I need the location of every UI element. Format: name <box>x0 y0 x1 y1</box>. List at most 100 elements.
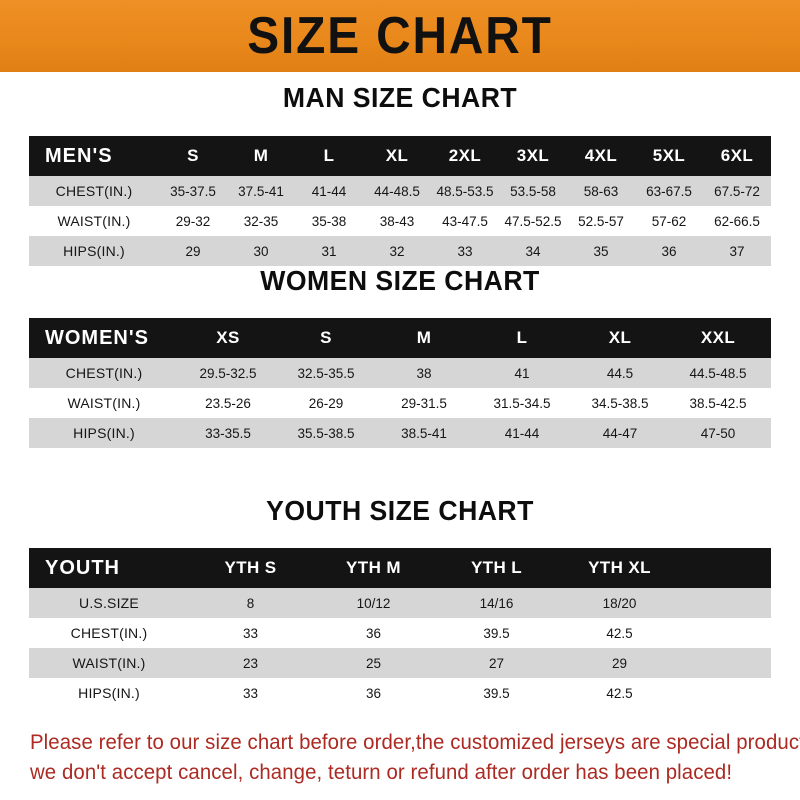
youth-cell-value: 33 <box>242 625 259 641</box>
youth-cell-value: 36 <box>365 685 382 701</box>
man-cell-value: 36 <box>661 243 677 259</box>
women-column-header-l: L <box>516 328 528 347</box>
women-table-row: HIPS(IN.) 33-35.5 35.5-38.5 38.5-41 41-44 44-… <box>29 418 771 448</box>
women-cell-value: 38.5-41 <box>401 425 447 441</box>
youth-cell-spacer <box>681 588 771 618</box>
youth-cell-spacer <box>681 678 771 708</box>
youth-cell-value: 14/16 <box>479 595 514 611</box>
man-column-header-4xl: 4XL <box>584 146 618 165</box>
man-cell-value: 35 <box>593 243 609 259</box>
man-cell-value: 38-43 <box>379 213 415 229</box>
man-table-body: CHEST(IN.) 35-37.5 37.5-41 41-44 44-48.5 48.5… <box>29 176 771 266</box>
man-cell-value: 34 <box>525 243 541 259</box>
youth-table-row: HIPS(IN.) 33 36 39.5 42.5 <box>29 678 771 708</box>
youth-table-corner-label: YOUTH <box>45 556 120 579</box>
youth-cell-value: 36 <box>365 625 382 641</box>
man-cell-value: 33 <box>457 243 473 259</box>
youth-header-row: YOUTH YTH S YTH M YTH L YTH XL <box>29 548 771 588</box>
youth-column-header-yth-xl: YTH XL <box>588 558 651 577</box>
women-table-head: WOMEN'S XS S M L XL XXL <box>29 318 771 358</box>
women-cell-spacer <box>767 388 771 418</box>
youth-cell-value: 39.5 <box>483 625 510 641</box>
youth-size-table: YOUTH YTH S YTH M YTH L YTH XL U.S.SIZE 8 10/1… <box>29 548 771 708</box>
women-cell-value: 44.5-48.5 <box>689 365 747 381</box>
man-table-row: CHEST(IN.) 35-37.5 37.5-41 41-44 44-48.5 48.5… <box>29 176 771 206</box>
youth-column-header-yth-m: YTH M <box>346 558 401 577</box>
man-table-row: HIPS(IN.) 29 30 31 32 33 34 35 36 37 <box>29 236 771 266</box>
women-column-header-xl: XL <box>608 328 632 347</box>
youth-table-body: U.S.SIZE 8 10/12 14/16 18/20 CHEST(IN.) 33 36 39… <box>29 588 771 708</box>
youth-section-title: YOUTH SIZE CHART <box>266 495 534 526</box>
man-column-header-6xl: 6XL <box>720 146 754 165</box>
youth-cell-value: 42.5 <box>606 685 633 701</box>
youth-cell-value: 8 <box>246 595 255 611</box>
man-column-header-5xl: 5XL <box>652 146 686 165</box>
women-cell-spacer <box>767 358 771 388</box>
women-cell-value: 34.5-38.5 <box>591 395 649 411</box>
women-cell-value: 23.5-26 <box>205 395 251 411</box>
women-header-row: WOMEN'S XS S M L XL XXL <box>29 318 771 358</box>
man-cell-value: 43-47.5 <box>442 213 488 229</box>
man-cell-value: 35-38 <box>311 213 347 229</box>
youth-cell-value: 27 <box>488 655 505 671</box>
man-cell-value: 32 <box>389 243 405 259</box>
youth-size-table-wrap: YOUTH YTH S YTH M YTH L YTH XL U.S.SIZE 8 10/1… <box>29 548 771 708</box>
man-column-header-l: L <box>323 146 335 165</box>
women-cell-value: 29-31.5 <box>401 395 447 411</box>
man-cell-value: 29-32 <box>175 213 211 229</box>
youth-cell-spacer <box>681 648 771 678</box>
man-column-header-xl: XL <box>385 146 409 165</box>
women-cell-value: 44-47 <box>602 425 638 441</box>
youth-row-label: CHEST(IN.) <box>70 625 148 641</box>
man-size-table: MEN'S S M L XL 2XL 3XL 4XL 5XL 6XL CHEST(IN.) 35-3… <box>29 136 771 266</box>
man-cell-value: 30 <box>253 243 269 259</box>
man-section-title: MAN SIZE CHART <box>282 82 518 113</box>
youth-cell-value: 18/20 <box>602 595 637 611</box>
women-cell-value: 29.5-32.5 <box>199 365 257 381</box>
women-cell-value: 32.5-35.5 <box>297 365 355 381</box>
youth-cell-value: 25 <box>365 655 382 671</box>
man-cell-value: 29 <box>185 243 201 259</box>
man-table-row: WAIST(IN.) 29-32 32-35 35-38 38-43 43-47.5 47.… <box>29 206 771 236</box>
women-column-header-s: S <box>320 328 332 347</box>
youth-cell-value: 23 <box>242 655 259 671</box>
women-column-header-xxl: XXL <box>700 328 736 347</box>
women-cell-value: 31.5-34.5 <box>493 395 551 411</box>
order-disclaimer: Please refer to our size chart before or… <box>30 728 800 788</box>
man-cell-value: 37.5-41 <box>238 183 284 199</box>
women-size-table: WOMEN'S XS S M L XL XXL CHEST(IN.) 29.5-32.5 32.… <box>29 318 771 448</box>
women-row-label: HIPS(IN.) <box>73 425 135 441</box>
man-row-label: WAIST(IN.) <box>57 213 131 229</box>
man-cell-value: 62-66.5 <box>714 213 760 229</box>
women-table-row: WAIST(IN.) 23.5-26 26-29 29-31.5 31.5-34.5 34… <box>29 388 771 418</box>
youth-cell-value: 39.5 <box>483 685 510 701</box>
man-cell-value: 44-48.5 <box>374 183 420 199</box>
youth-column-header-yth-l: YTH L <box>470 558 523 577</box>
youth-table-row: CHEST(IN.) 33 36 39.5 42.5 <box>29 618 771 648</box>
youth-row-label: U.S.SIZE <box>79 595 139 611</box>
man-cell-value: 58-63 <box>583 183 619 199</box>
women-table-row: CHEST(IN.) 29.5-32.5 32.5-35.5 38 41 44.5 44.5… <box>29 358 771 388</box>
man-table-corner-label: MEN'S <box>45 144 113 167</box>
women-column-header-xs: XS <box>216 328 240 347</box>
man-column-header-s: S <box>187 146 199 165</box>
women-cell-value: 41 <box>514 365 530 381</box>
man-column-header-3xl: 3XL <box>516 146 550 165</box>
man-cell-value: 32-35 <box>243 213 279 229</box>
man-cell-value: 31 <box>321 243 337 259</box>
page-banner: SIZE CHART <box>0 0 800 72</box>
man-cell-value: 57-62 <box>651 213 687 229</box>
women-section-title: WOMEN SIZE CHART <box>260 265 540 296</box>
women-table-body: CHEST(IN.) 29.5-32.5 32.5-35.5 38 41 44.5 44.5… <box>29 358 771 448</box>
youth-table-row: U.S.SIZE 8 10/12 14/16 18/20 <box>29 588 771 618</box>
man-cell-value: 67.5-72 <box>714 183 760 199</box>
women-cell-value: 47-50 <box>700 425 736 441</box>
man-cell-value: 63-67.5 <box>646 183 692 199</box>
man-row-label: HIPS(IN.) <box>63 243 125 259</box>
youth-cell-value: 10/12 <box>356 595 391 611</box>
disclaimer-line-1: Please refer to our size chart before or… <box>30 731 800 754</box>
man-header-row: MEN'S S M L XL 2XL 3XL 4XL 5XL 6XL <box>29 136 771 176</box>
women-size-table-wrap: WOMEN'S XS S M L XL XXL CHEST(IN.) 29.5-32.5 32.… <box>29 318 771 448</box>
women-cell-value: 38.5-42.5 <box>689 395 747 411</box>
